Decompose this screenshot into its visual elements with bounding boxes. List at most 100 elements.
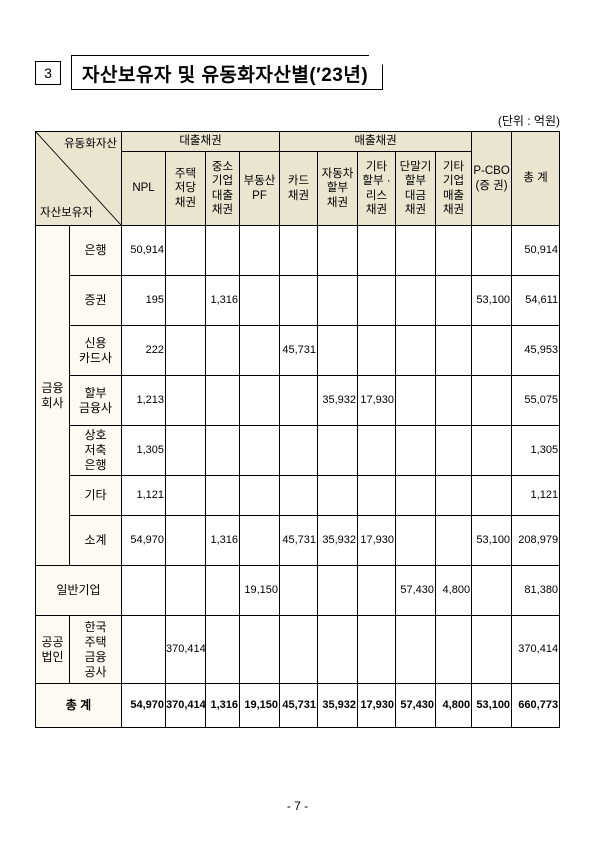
- cell: [280, 476, 318, 516]
- cell: [318, 276, 358, 326]
- cell: 4,800: [436, 684, 472, 728]
- cell: 4,800: [436, 566, 472, 616]
- col-sme: 중소기업대출채권: [206, 152, 240, 226]
- cell: [206, 226, 240, 276]
- cell: 19,150: [240, 684, 280, 728]
- cell: [206, 476, 240, 516]
- row-label: 총 계: [36, 684, 122, 728]
- col-card: 카드채권: [280, 152, 318, 226]
- cell: 45,953: [512, 326, 560, 376]
- cell: 35,932: [318, 684, 358, 728]
- cell: [436, 476, 472, 516]
- cell: 50,914: [122, 226, 166, 276]
- row-label: 공공법인: [36, 616, 70, 684]
- cell: [472, 426, 512, 476]
- cell: 54,970: [122, 684, 166, 728]
- cell: [358, 326, 396, 376]
- cell: 1,121: [122, 476, 166, 516]
- cell: 45,731: [280, 326, 318, 376]
- cell: [280, 616, 318, 684]
- cell: 19,150: [240, 566, 280, 616]
- cell: 57,430: [396, 684, 436, 728]
- cell: [436, 226, 472, 276]
- col-group-loan: 대출채권: [122, 132, 280, 152]
- cell: 17,930: [358, 684, 396, 728]
- table-row: 할부금융사1,21335,93217,93055,075: [36, 376, 560, 426]
- cell: [166, 226, 206, 276]
- col-group-sale: 매출채권: [280, 132, 472, 152]
- cell: [240, 426, 280, 476]
- cell: [318, 476, 358, 516]
- cell: [436, 376, 472, 426]
- cell: [396, 516, 436, 566]
- cell: 53,100: [472, 684, 512, 728]
- col-mortgage: 주택저당채권: [166, 152, 206, 226]
- row-label: 금융회사: [36, 226, 70, 566]
- cell: 53,100: [472, 516, 512, 566]
- cell: 45,731: [280, 684, 318, 728]
- table-row: 신용카드사22245,73145,953: [36, 326, 560, 376]
- diag-bottom-label: 자산보유자: [40, 206, 93, 220]
- row-label: 은행: [70, 226, 122, 276]
- table-row: 소계54,9701,31645,73135,93217,93053,100208…: [36, 516, 560, 566]
- cell: [280, 566, 318, 616]
- cell: [206, 376, 240, 426]
- diagonal-header: 유동화자산 자산보유자: [36, 132, 122, 226]
- cell: [472, 376, 512, 426]
- cell: [472, 476, 512, 516]
- table-row: 공공법인한국주택금융공사 370,414 370,414: [36, 616, 560, 684]
- cell: [436, 616, 472, 684]
- cell: 370,414: [166, 616, 206, 684]
- row-label: 기타: [70, 476, 122, 516]
- cell: [358, 276, 396, 326]
- table-row: 기타1,1211,121: [36, 476, 560, 516]
- cell: [358, 226, 396, 276]
- cell: [472, 226, 512, 276]
- cell: 35,932: [318, 376, 358, 426]
- cell: [358, 426, 396, 476]
- cell: 54,611: [512, 276, 560, 326]
- cell: [318, 326, 358, 376]
- cell: [166, 426, 206, 476]
- col-total: 총 계: [512, 132, 560, 226]
- cell: [396, 616, 436, 684]
- cell: [166, 326, 206, 376]
- cell: [358, 476, 396, 516]
- table-row: 총 계54,970370,4141,31619,15045,73135,9321…: [36, 684, 560, 728]
- col-auto: 자동차할부채권: [318, 152, 358, 226]
- cell: 1,316: [206, 276, 240, 326]
- row-label: 상호저축은행: [70, 426, 122, 476]
- cell: [358, 566, 396, 616]
- cell: [240, 476, 280, 516]
- cell: [206, 616, 240, 684]
- cell: [318, 426, 358, 476]
- cell: 370,414: [166, 684, 206, 728]
- table-row: 일반기업19,15057,4304,80081,380: [36, 566, 560, 616]
- asset-table: 유동화자산 자산보유자 대출채권 매출채권 P-CBO(증 권) 총 계 NPL…: [35, 131, 560, 728]
- cell: 57,430: [396, 566, 436, 616]
- cell: 45,731: [280, 516, 318, 566]
- row-label: 일반기업: [36, 566, 122, 616]
- cell: [122, 566, 166, 616]
- cell: 195: [122, 276, 166, 326]
- cell: [240, 516, 280, 566]
- cell: [166, 276, 206, 326]
- cell: [240, 376, 280, 426]
- cell: 370,414: [512, 616, 560, 684]
- cell: [280, 276, 318, 326]
- cell: [436, 326, 472, 376]
- cell: [280, 426, 318, 476]
- page-number: - 7 -: [0, 799, 595, 813]
- row-label: 소계: [70, 516, 122, 566]
- col-pf: 부동산PF: [240, 152, 280, 226]
- cell: 17,930: [358, 376, 396, 426]
- col-pcbo: P-CBO(증 권): [472, 132, 512, 226]
- cell: [166, 516, 206, 566]
- table-row: 금융회사은행50,91450,914: [36, 226, 560, 276]
- cell: [396, 326, 436, 376]
- section-title: 자산보유자 및 유동화자산별(′23년): [71, 55, 383, 90]
- row-label: 한국주택금융공사: [70, 616, 122, 684]
- cell: [436, 516, 472, 566]
- cell: [206, 566, 240, 616]
- section-header: 3 자산보유자 및 유동화자산별(′23년): [35, 55, 560, 90]
